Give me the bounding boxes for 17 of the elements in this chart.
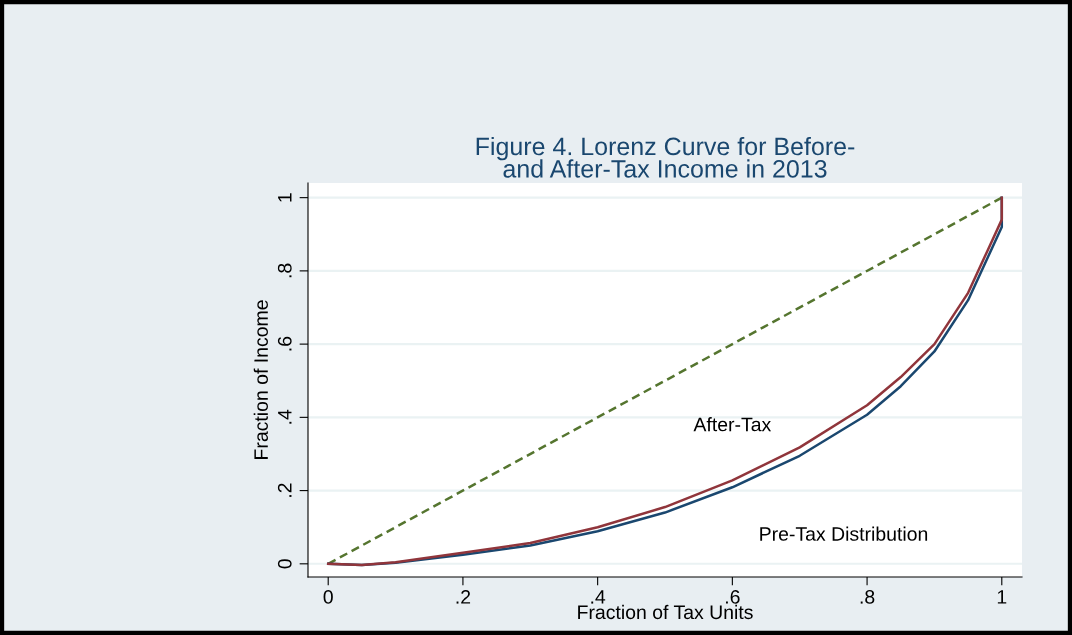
x-tick-label: .6 xyxy=(726,590,740,604)
y-tick-label: 1 xyxy=(278,193,292,202)
y-tick-label: 0 xyxy=(277,559,292,569)
y-tick-label: .2 xyxy=(277,483,292,497)
x-tick-label: .4 xyxy=(591,590,606,604)
x-tick-label: 0 xyxy=(323,590,333,604)
x-axis-title: Fraction of Tax Units xyxy=(578,604,753,620)
y-tick-label: .6 xyxy=(277,336,292,351)
x-tick-label: 1 xyxy=(997,590,1007,604)
y-tick-label: .8 xyxy=(277,263,292,278)
chart-title: Figure 4. Lorenz Curve for Before- and After-Tax Income in 2013 xyxy=(476,136,855,178)
x-tick-label: .8 xyxy=(860,590,875,604)
annotation: After-Tax xyxy=(693,417,772,432)
annotation: Pre-Tax Distribution xyxy=(760,526,928,541)
x-tick-label: .2 xyxy=(456,590,471,604)
y-axis-title: Fraction of Income xyxy=(253,300,268,459)
y-tick-label: .4 xyxy=(278,409,292,424)
